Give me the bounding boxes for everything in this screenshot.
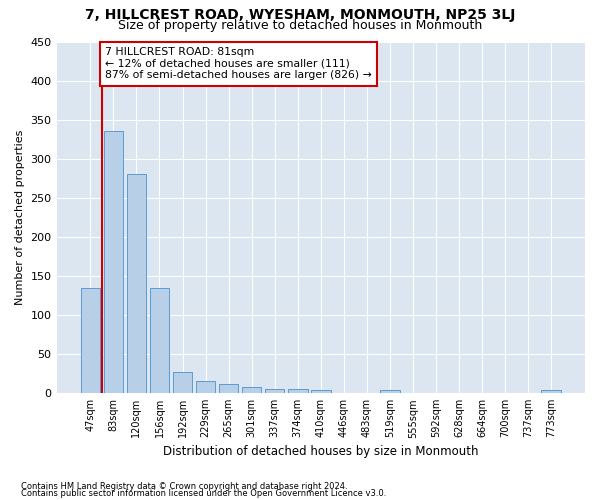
Bar [104,130,123,393]
Text: Size of property relative to detached houses in Monmouth: Size of property relative to detached ho… [118,18,482,32]
Bar [541,390,561,393]
Bar [219,384,238,393]
Bar [311,390,331,393]
Bar [149,288,169,393]
Text: Contains public sector information licensed under the Open Government Licence v3: Contains public sector information licen… [21,489,386,498]
Bar [80,288,100,393]
Bar [380,390,400,393]
Y-axis label: Number of detached properties: Number of detached properties [15,130,25,305]
Bar [173,372,193,393]
Text: 7 HILLCREST ROAD: 81sqm
← 12% of detached houses are smaller (111)
87% of semi-d: 7 HILLCREST ROAD: 81sqm ← 12% of detache… [106,47,372,80]
Text: 7, HILLCREST ROAD, WYESHAM, MONMOUTH, NP25 3LJ: 7, HILLCREST ROAD, WYESHAM, MONMOUTH, NP… [85,8,515,22]
Bar [242,387,262,393]
Text: Contains HM Land Registry data © Crown copyright and database right 2024.: Contains HM Land Registry data © Crown c… [21,482,347,491]
Bar [196,380,215,393]
Bar [127,174,146,393]
Bar [288,390,308,393]
X-axis label: Distribution of detached houses by size in Monmouth: Distribution of detached houses by size … [163,444,479,458]
Bar [265,388,284,393]
